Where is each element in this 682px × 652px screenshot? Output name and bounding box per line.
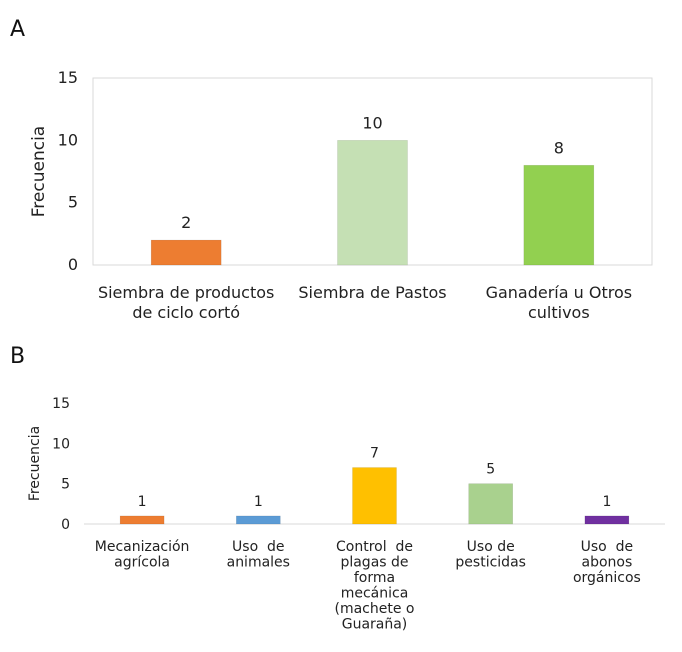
data-label-b-0: 1 [138,494,147,510]
data-label-a-0: 2 [181,213,191,232]
x-tick-line-a-2-0: Ganadería u Otros [486,283,633,302]
y-axis-label-a: Frecuencia [29,126,49,217]
panel-label-b: B [10,344,25,369]
bar-b-3 [468,483,514,525]
y-tick-label-a-3: 15 [58,68,78,87]
x-tick-line-b-4-2: orgánicos [573,570,641,586]
data-label-b-4: 1 [602,494,611,510]
panel-label-a: A [10,17,25,42]
data-label-b-1: 1 [254,494,263,510]
x-tick-label-b-2: Control de plagas de forma mecánica (machete… [335,539,415,633]
x-tick-label-b-1: Uso de animales [227,539,290,571]
x-tick-line-b-2-3: mecánica [341,586,409,602]
x-tick-line-b-1-1: animales [227,555,290,571]
y-tick-label-a-0: 0 [68,255,78,274]
data-label-b-3: 5 [486,462,495,478]
x-tick-line-b-1-0: Uso de [232,539,285,555]
x-tick-line-b-2-4: (machete o [335,601,415,617]
x-tick-line-b-2-0: Control de [336,539,413,555]
x-tick-label-a-1: Siembra de Pastos [298,283,446,302]
bar-a-2 [523,164,595,266]
bar-b-1 [236,515,281,525]
y-axis-label-b: Frecuencia [27,426,43,501]
chart-a: A 0 5 10 15 Frecuencia 2 Siembra de productos de… [10,17,653,322]
x-tick-line-b-2-5: Guaraña) [342,617,408,633]
x-tick-line-b-2-2: forma [354,570,395,586]
y-tick-label-b-3: 15 [52,396,70,412]
x-tick-label-a-0: Siembra de productos de ciclo cortó [98,283,274,322]
y-tick-label-b-1: 5 [61,477,70,493]
x-tick-line-a-2-1: cultivos [528,303,590,322]
bar-a-0 [150,239,222,266]
x-tick-label-b-0: Mecanización agrícola [95,539,190,571]
data-label-b-2: 7 [370,446,379,462]
x-tick-line-a-0-1: de ciclo cortó [132,303,240,322]
x-tick-line-b-4-0: Uso de [581,539,634,555]
x-tick-label-b-4: Uso de abonos orgánicos [573,539,641,586]
x-tick-line-b-2-1: plagas de [340,555,408,571]
x-tick-line-a-1-0: Siembra de Pastos [298,283,446,302]
x-tick-line-b-3-1: pesticidas [455,555,526,571]
data-label-a-2: 8 [554,138,564,157]
x-tick-line-b-3-0: Uso de [467,539,515,555]
x-tick-line-b-0-0: Mecanización [95,539,190,555]
x-tick-line-b-4-1: abonos [582,555,633,571]
x-tick-line-a-0-0: Siembra de productos [98,283,274,302]
data-label-a-1: 10 [362,113,382,132]
x-tick-line-b-0-1: agrícola [114,555,170,571]
x-tick-label-a-2: Ganadería u Otros cultivos [486,283,633,322]
bar-a-1 [337,140,408,266]
y-tick-label-a-2: 10 [58,130,78,149]
bar-b-0 [119,515,165,525]
y-tick-label-a-1: 5 [68,193,78,212]
y-tick-label-b-2: 10 [52,436,70,452]
y-tick-label-b-0: 0 [61,517,70,533]
bar-b-4 [584,515,630,525]
x-tick-label-b-3: Uso de pesticidas [455,539,526,571]
bar-b-2 [352,467,397,525]
